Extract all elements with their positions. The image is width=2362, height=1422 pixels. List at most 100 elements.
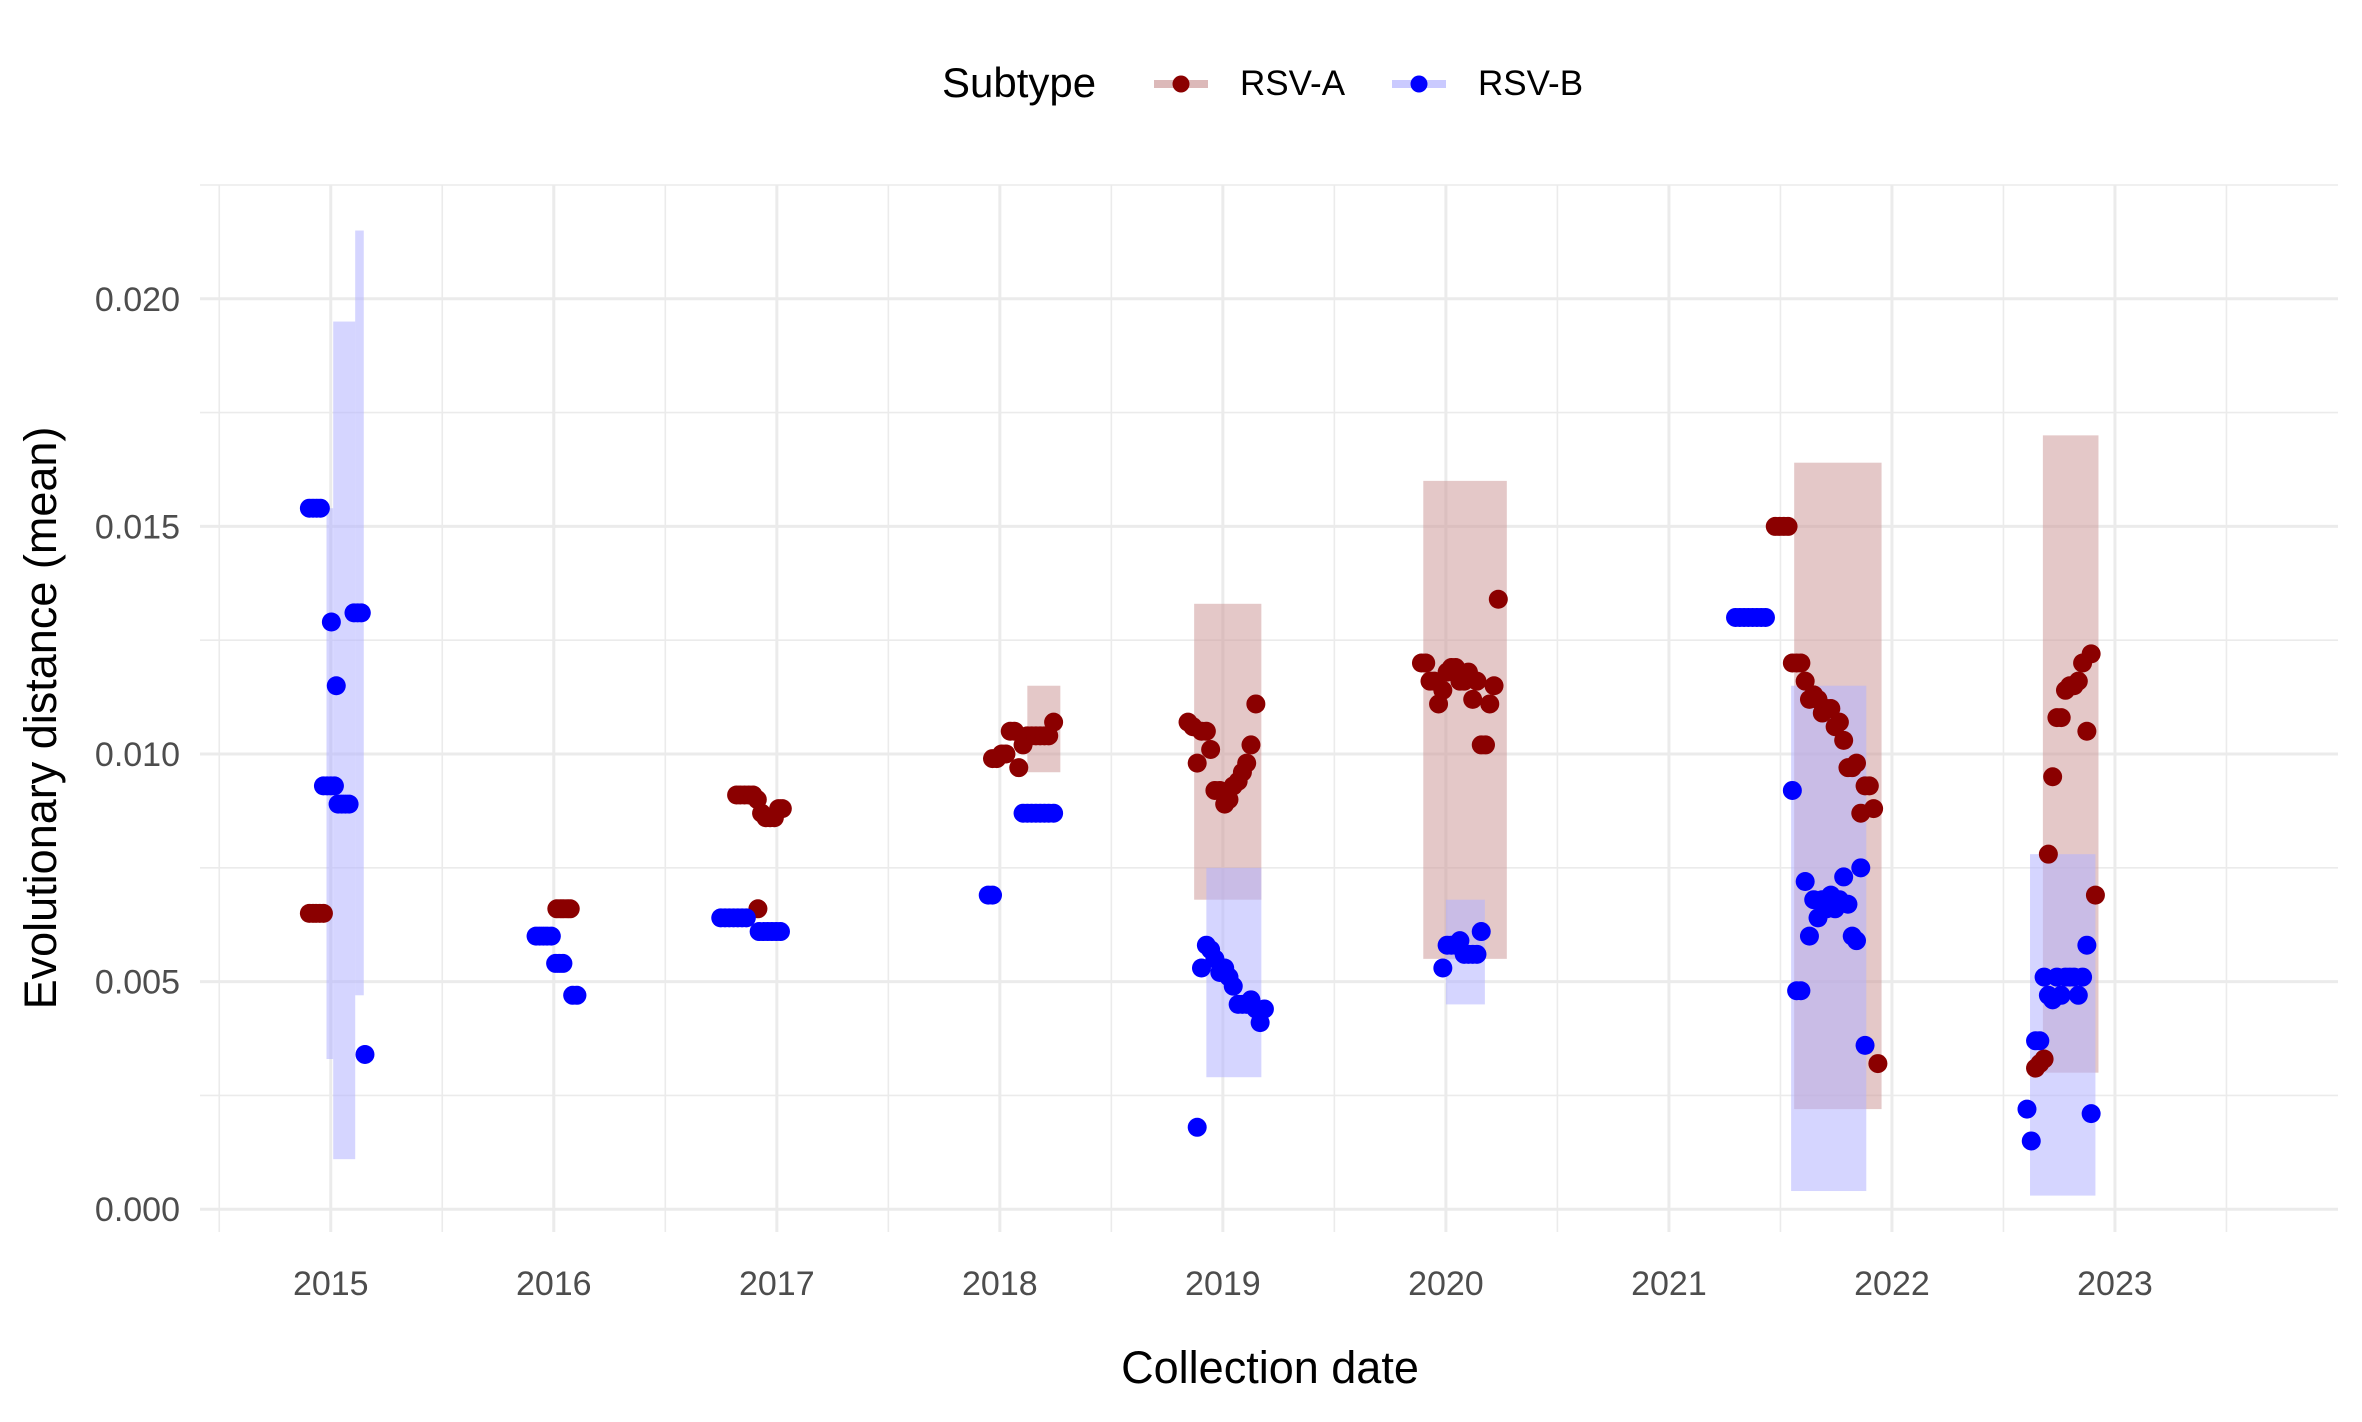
data-point-rsv-a [1847, 753, 1867, 773]
data-point-rsv-b [1471, 922, 1491, 942]
data-point-rsv-a [560, 899, 580, 919]
data-point-rsv-a [1467, 671, 1487, 691]
data-point-rsv-b [553, 953, 573, 973]
range-band-rsv-a [1423, 480, 1507, 959]
axis-layer: 0.000 0.005 0.010 0.015 0.020 2015 2016 2017 201… [95, 281, 2153, 1303]
data-point-rsv-a [2081, 644, 2101, 664]
y-axis-title: Evolutionary distance (mean) [15, 427, 66, 1010]
data-point-rsv-b [1254, 999, 1274, 1019]
data-point-rsv-a [1044, 712, 1064, 732]
data-point-rsv-b [324, 776, 344, 796]
data-point-rsv-a [1864, 799, 1884, 819]
data-point-rsv-b [2073, 967, 2093, 987]
data-point-rsv-b [2051, 985, 2071, 1005]
data-point-rsv-a [1868, 1054, 1888, 1074]
data-point-rsv-a [313, 903, 333, 923]
data-point-rsv-b [310, 498, 330, 518]
data-point-rsv-a [2034, 1049, 2054, 1069]
x-tick-label: 2019 [1185, 1265, 1261, 1303]
data-point-rsv-a [1834, 730, 1854, 750]
data-point-rsv-b [2017, 1099, 2037, 1119]
data-point-rsv-b [770, 922, 790, 942]
data-point-rsv-b [1044, 803, 1064, 823]
data-point-rsv-b [1755, 607, 1775, 627]
data-point-rsv-a [1476, 735, 1496, 755]
data-point-rsv-a [2051, 708, 2071, 728]
data-point-rsv-a [1791, 653, 1811, 673]
data-point-rsv-a [1433, 680, 1453, 700]
data-point-rsv-b [1851, 858, 1871, 878]
data-point-rsv-a [996, 744, 1016, 764]
data-point-rsv-b [1847, 931, 1867, 951]
y-tick-label: 0.000 [95, 1191, 180, 1229]
data-point-rsv-a [772, 799, 792, 819]
data-point-rsv-b [1795, 871, 1815, 891]
x-tick-label: 2023 [2077, 1265, 2153, 1303]
data-point-rsv-a [1488, 589, 1508, 609]
data-point-rsv-a [2038, 844, 2058, 864]
legend-item-rsv-a: RSV-A [1154, 64, 1346, 103]
x-tick-label: 2022 [1854, 1265, 1930, 1303]
x-tick-label: 2017 [739, 1265, 815, 1303]
data-point-rsv-a [1241, 735, 1261, 755]
data-point-rsv-b [2030, 1031, 2050, 1051]
data-point-rsv-b [1834, 867, 1854, 887]
data-point-rsv-b [1187, 1117, 1207, 1137]
data-point-rsv-b [351, 603, 371, 623]
data-point-rsv-a [1201, 739, 1221, 759]
data-point-rsv-a [1859, 776, 1879, 796]
y-tick-label: 0.005 [95, 964, 180, 1002]
data-point-rsv-b [1467, 944, 1487, 964]
data-point-rsv-a [1829, 712, 1849, 732]
data-point-rsv-b [1223, 976, 1243, 996]
data-point-rsv-a [1196, 721, 1216, 741]
data-point-rsv-b [541, 926, 561, 946]
data-point-rsv-b [1791, 981, 1811, 1001]
legend-title: Subtype [942, 59, 1096, 106]
legend-item-rsv-b: RSV-B [1392, 64, 1583, 103]
y-tick-label: 0.010 [95, 736, 180, 774]
data-point-rsv-b [983, 885, 1003, 905]
data-point-rsv-a [2043, 767, 2063, 787]
data-point-rsv-b [1191, 958, 1211, 978]
y-tick-label: 0.020 [95, 281, 180, 319]
x-tick-label: 2015 [293, 1265, 369, 1303]
data-point-rsv-b [1799, 926, 1819, 946]
data-point-rsv-b [2021, 1131, 2041, 1151]
data-point-rsv-a [2085, 885, 2105, 905]
range-band-rsv-b [2030, 854, 2096, 1196]
data-point-rsv-a [1416, 653, 1436, 673]
data-point-rsv-a [1484, 676, 1504, 696]
data-point-rsv-a [1821, 699, 1841, 718]
legend-marker-rsv-a [1172, 75, 1190, 93]
x-axis-title: Collection date [1121, 1342, 1419, 1393]
data-point-rsv-a [1795, 671, 1815, 691]
data-point-rsv-a [2077, 721, 2097, 741]
data-point-rsv-b [1433, 958, 1453, 978]
legend-label-rsv-a: RSV-A [1240, 64, 1346, 103]
legend-label-rsv-b: RSV-B [1478, 64, 1583, 103]
data-point-rsv-b [2081, 1104, 2101, 1124]
data-point-rsv-a [1246, 694, 1266, 714]
grid-layer [200, 184, 2338, 1232]
x-tick-label: 2018 [962, 1265, 1038, 1303]
legend-marker-rsv-b [1410, 75, 1428, 93]
range-band-rsv-b [333, 321, 356, 1160]
data-point-rsv-a [1480, 694, 1500, 714]
data-point-rsv-b [321, 612, 341, 632]
legend: Subtype RSV-A RSV-B [942, 59, 1583, 106]
data-point-rsv-b [2077, 935, 2097, 955]
data-point-rsv-b [1855, 1035, 1875, 1055]
y-tick-label: 0.015 [95, 508, 180, 546]
x-tick-label: 2020 [1408, 1265, 1484, 1303]
data-point-rsv-b [339, 794, 359, 814]
data-point-rsv-a [1463, 689, 1483, 709]
data-point-rsv-b [2068, 985, 2088, 1005]
data-point-rsv-b [326, 676, 346, 696]
data-point-rsv-a [1778, 516, 1798, 536]
data-point-rsv-b [355, 1044, 375, 1064]
data-point-rsv-a [2068, 671, 2088, 691]
data-point-rsv-a [1237, 753, 1257, 773]
